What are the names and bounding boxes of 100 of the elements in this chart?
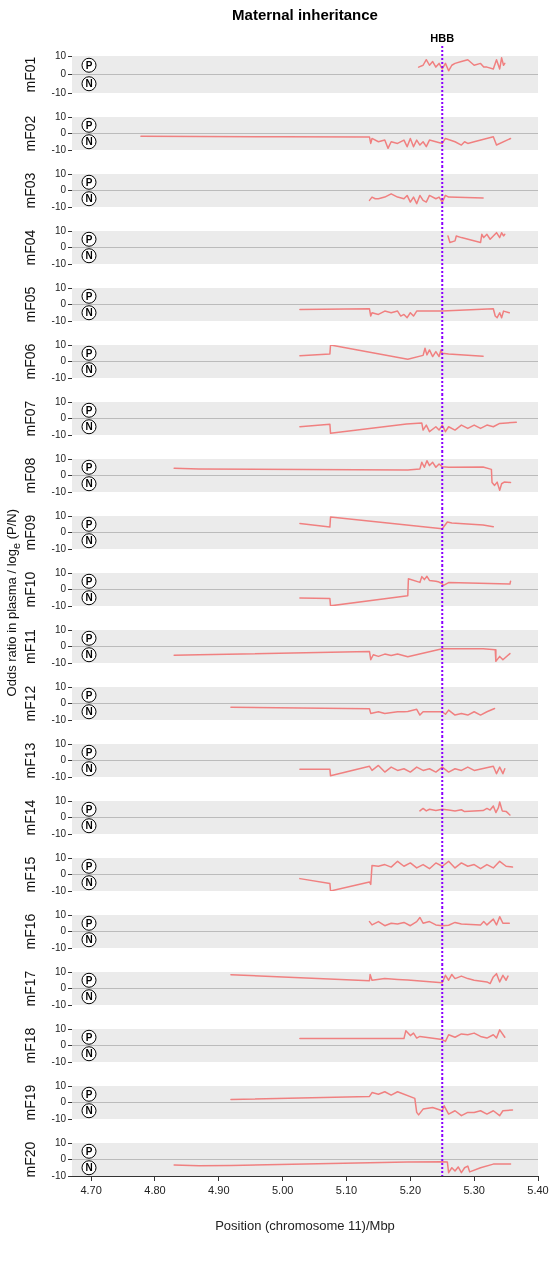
y-tick-label: 0 — [60, 412, 67, 424]
annotation: N — [85, 592, 93, 603]
annotation: N — [85, 1105, 93, 1116]
y-tick-label: -10 — [51, 998, 67, 1010]
y-tick-label: -10 — [51, 371, 67, 383]
y-tick-label: 10 — [54, 49, 67, 61]
y-tick-label: -10 — [51, 1055, 67, 1067]
annotation: N — [85, 706, 93, 717]
y-tick-label: 10 — [54, 224, 67, 236]
y-tick-label: 10 — [54, 965, 67, 977]
annotation: P — [85, 233, 93, 245]
x-tick-label: 4.90 — [208, 1183, 230, 1196]
y-tick-label: 10 — [54, 737, 67, 749]
y-axis-title: mF10 — [22, 571, 39, 608]
annotation: P — [85, 575, 93, 587]
y-axis-title: mF14 — [22, 799, 39, 836]
y-tick-label: 10 — [54, 338, 67, 350]
annotation: P — [85, 974, 93, 986]
annotation: N — [85, 934, 93, 945]
y-tick-label: 0 — [60, 697, 67, 709]
y-tick-label: -10 — [51, 428, 67, 440]
annotation: N — [85, 649, 93, 660]
annotation: P — [85, 404, 93, 416]
y-tick-label: -10 — [51, 542, 67, 554]
annotation: P — [85, 461, 93, 473]
annotation: N — [85, 877, 93, 888]
y-tick-label: -10 — [51, 884, 67, 896]
y-tick-label: 0 — [60, 241, 67, 253]
annotation: P — [85, 803, 93, 815]
y-tick-label: 0 — [60, 982, 67, 994]
y-tick-label: 10 — [54, 566, 67, 578]
annotation: N — [85, 78, 93, 89]
y-tick-label: -10 — [51, 86, 67, 98]
y-axis-title: mF12 — [22, 685, 39, 722]
y-tick-label: 0 — [60, 68, 67, 80]
x-axis-title: Position (chromosome 11)/Mbp — [215, 1217, 395, 1233]
annotation: P — [85, 518, 93, 530]
y-tick-label: -10 — [51, 1112, 67, 1124]
ref-line-label: HBB — [430, 32, 455, 44]
annotation: P — [85, 860, 93, 872]
annotation: N — [85, 535, 93, 546]
y-tick-label: 0 — [60, 1153, 67, 1165]
y-tick-label: -10 — [51, 656, 67, 668]
y-axis-title: mF08 — [22, 457, 39, 494]
y-tick-label: 0 — [60, 925, 67, 937]
annotation: P — [85, 689, 93, 701]
y-tick-label: 0 — [60, 1096, 67, 1108]
annotation: N — [85, 193, 93, 204]
y-tick-label: -10 — [51, 1169, 67, 1181]
y-tick-label: 0 — [60, 754, 67, 766]
y-tick-label: 10 — [54, 509, 67, 521]
y-tick-label: 10 — [54, 395, 67, 407]
annotation: P — [85, 746, 93, 758]
y-axis-title: mF05 — [22, 286, 39, 323]
annotation: P — [85, 290, 93, 302]
y-tick-label: 10 — [54, 281, 67, 293]
y-axis-title: mF13 — [22, 742, 39, 779]
annotation: N — [85, 763, 93, 774]
y-tick-label: -10 — [51, 314, 67, 326]
x-tick-label: 4.80 — [144, 1183, 166, 1196]
y-tick-label: 10 — [54, 1136, 67, 1148]
y-axis-title: mF04 — [22, 229, 39, 266]
y-tick-label: 0 — [60, 355, 67, 367]
annotation: P — [85, 1088, 93, 1100]
y-tick-label: -10 — [51, 599, 67, 611]
annotation: P — [85, 59, 93, 71]
y-tick-label: 0 — [60, 127, 67, 139]
annotation: P — [85, 1031, 93, 1043]
y-axis-title: mF01 — [22, 56, 39, 93]
annotation: P — [85, 1145, 93, 1157]
y-tick-label: 0 — [60, 811, 67, 823]
y-axis-title: mF03 — [22, 172, 39, 209]
y-tick-label: -10 — [51, 257, 67, 269]
y-axis-title: mF17 — [22, 970, 39, 1007]
x-tick-label: 5.10 — [335, 1183, 358, 1196]
x-tick-label: 5.20 — [399, 1183, 422, 1196]
y-axis-title: mF02 — [22, 115, 39, 152]
y-axis-title: mF07 — [22, 400, 39, 437]
annotation: N — [85, 1162, 93, 1173]
y-tick-label: -10 — [51, 200, 67, 212]
annotation: N — [85, 421, 93, 432]
y-axis-title: mF06 — [22, 343, 39, 380]
x-tick-label: 4.70 — [80, 1183, 102, 1196]
y-tick-label: 10 — [54, 851, 67, 863]
y-tick-label: 10 — [54, 794, 67, 806]
x-tick-label: 5.30 — [463, 1183, 485, 1196]
y-axis-title: mF15 — [22, 856, 39, 893]
y-axis-title: mF18 — [22, 1027, 39, 1064]
y-tick-label: -10 — [51, 827, 67, 839]
annotation: N — [85, 250, 93, 261]
y-axis-title: mF09 — [22, 514, 39, 551]
annotation: N — [85, 136, 93, 147]
y-tick-label: 0 — [60, 298, 67, 310]
y-tick-label: 10 — [54, 908, 67, 920]
annotation: P — [85, 917, 93, 929]
y-axis-title: mF19 — [22, 1084, 39, 1121]
y-tick-label: 0 — [60, 469, 67, 481]
y-tick-label: -10 — [51, 770, 67, 782]
annotation: N — [85, 820, 93, 831]
annotation: N — [85, 478, 93, 489]
